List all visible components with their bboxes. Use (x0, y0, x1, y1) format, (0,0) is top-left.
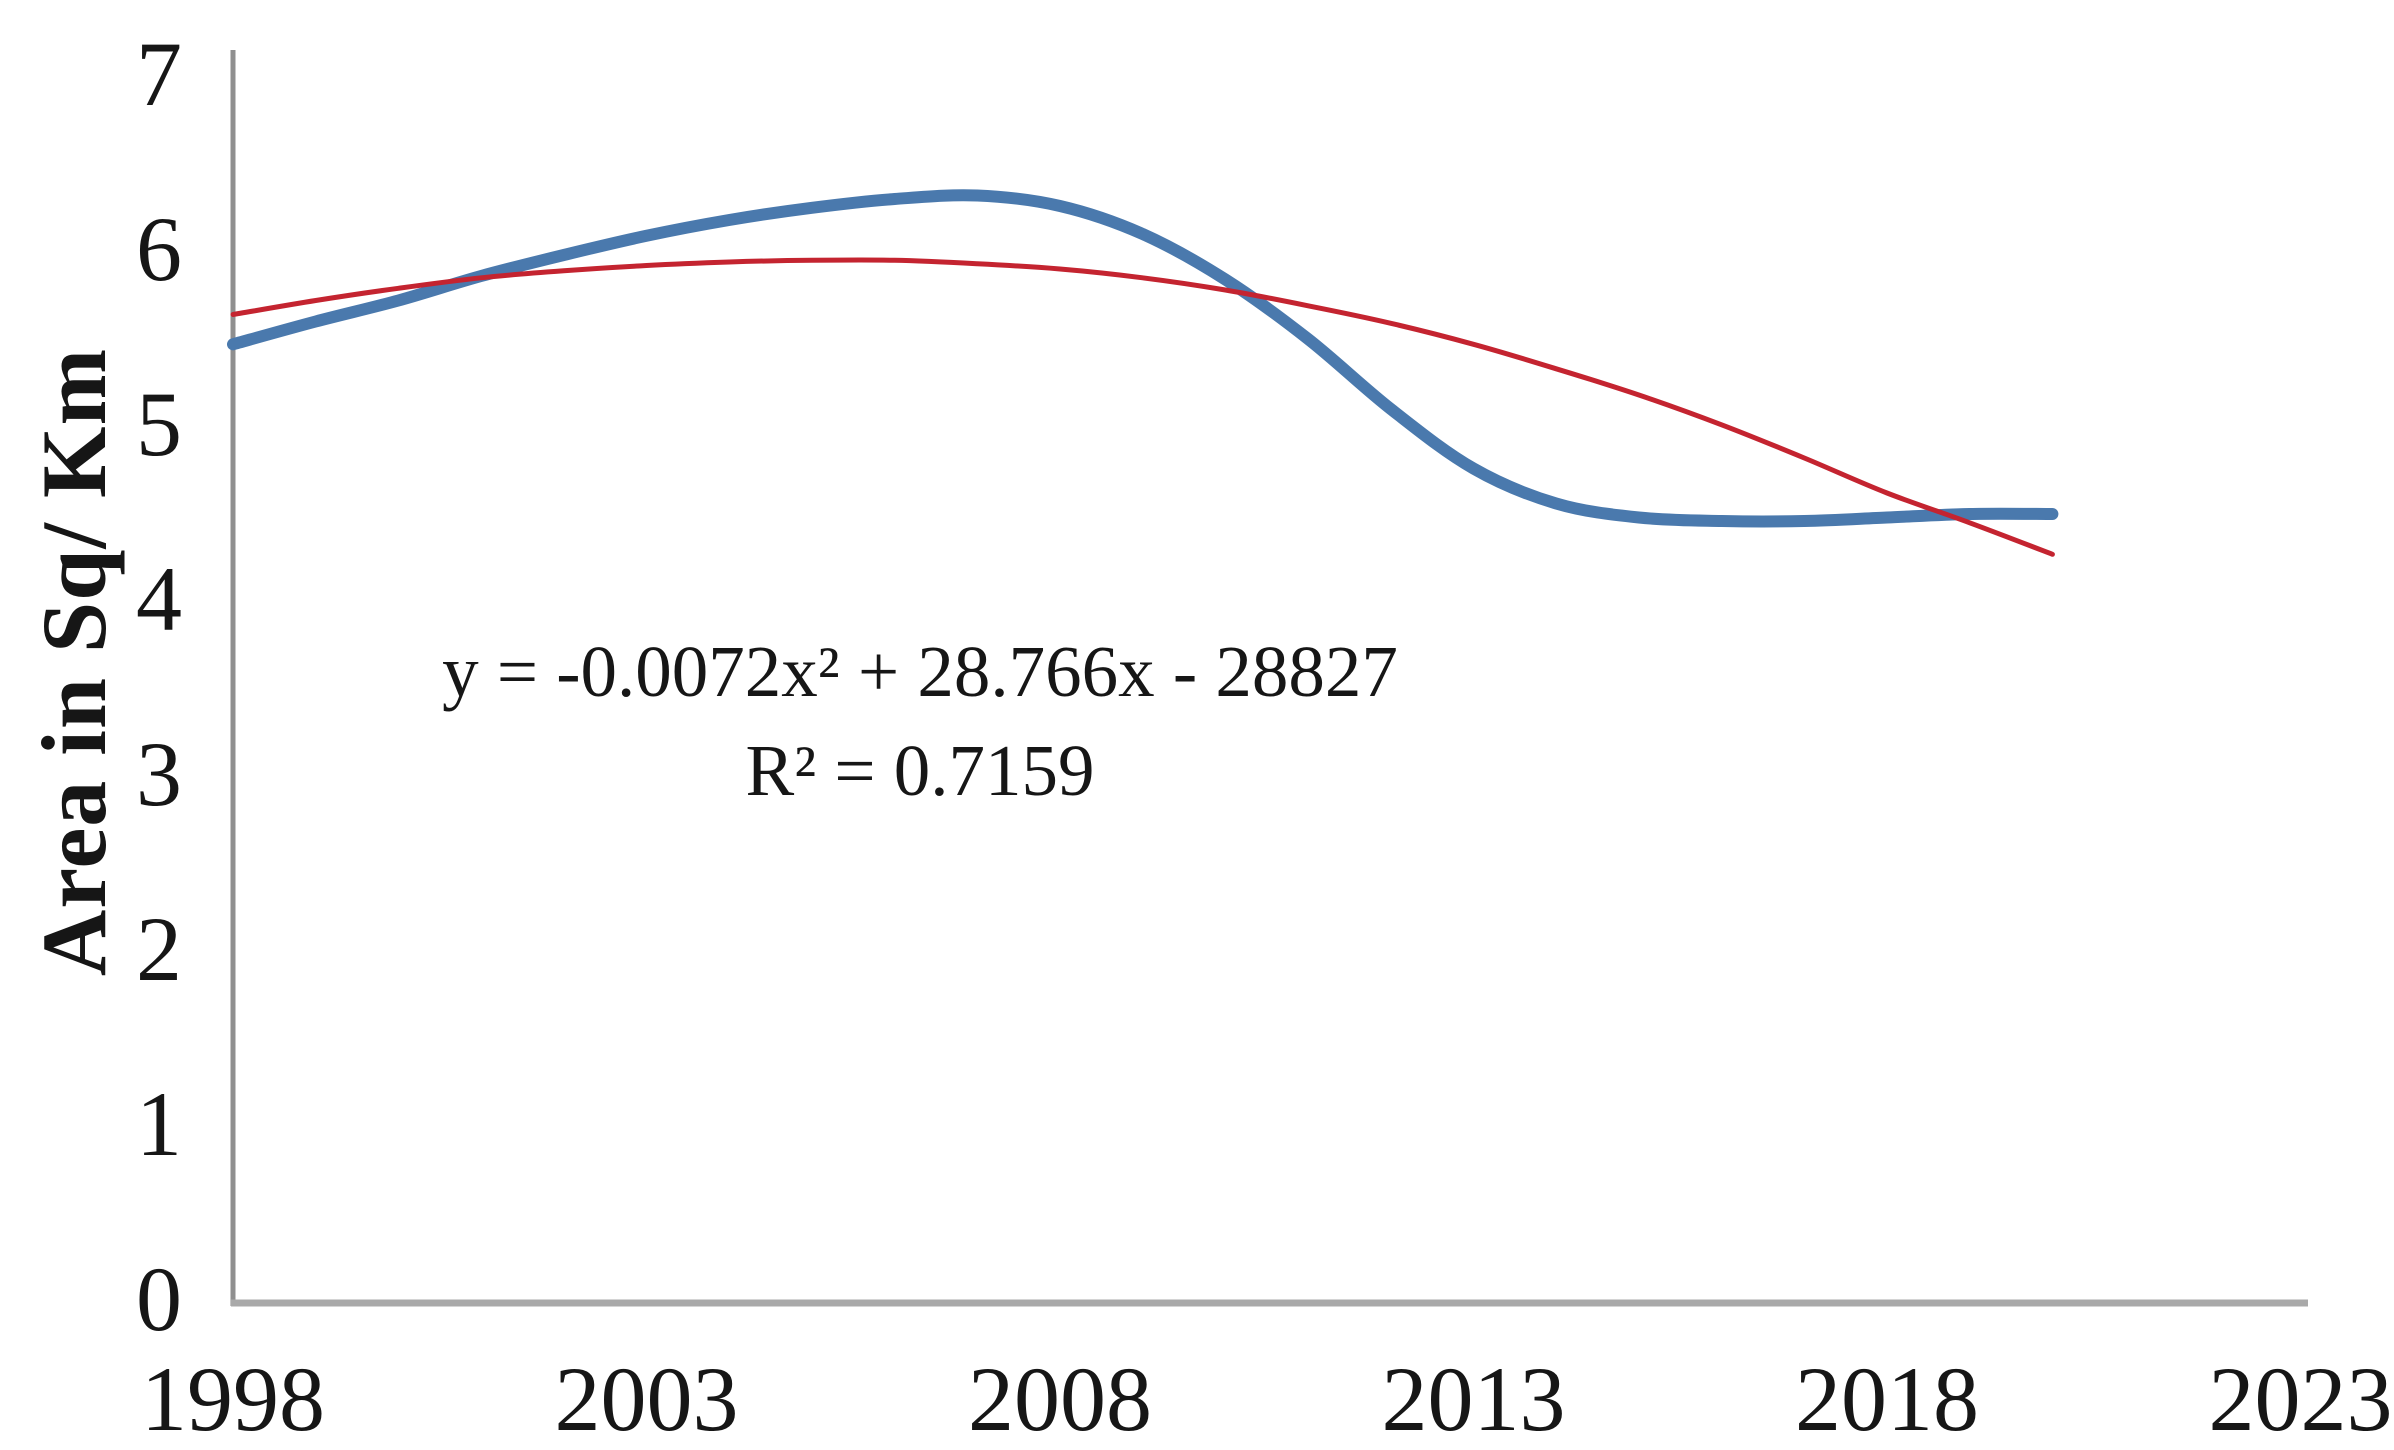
y-tick-label: 2 (136, 898, 182, 1000)
trendline-equation: y = -0.0072x² + 28.766x - 28827 (442, 631, 1398, 712)
y-tick-label: 7 (136, 23, 182, 125)
series-line-observed-area (227, 189, 2059, 528)
x-tick-label: 1998 (141, 1348, 325, 1450)
r-squared-label: R² = 0.7159 (745, 730, 1095, 811)
x-tick-label: 2023 (2209, 1348, 2393, 1450)
series-line-polynomial-trendline (230, 257, 2055, 557)
y-tick-label: 6 (136, 198, 182, 300)
trendline-annotation: y = -0.0072x² + 28.766x - 28827 R² = 0.7… (442, 622, 1398, 820)
y-tick-label: 1 (136, 1073, 182, 1175)
y-tick-label: 3 (136, 723, 182, 825)
x-tick-label: 2013 (1382, 1348, 1566, 1450)
y-tick-label: 0 (136, 1248, 182, 1350)
y-axis-title: Area in Sq/ Km (23, 347, 125, 977)
x-tick-label: 2003 (555, 1348, 739, 1450)
x-tick-label: 2018 (1795, 1348, 1979, 1450)
y-tick-label: 4 (136, 548, 182, 650)
y-tick-label: 5 (136, 373, 182, 475)
x-tick-label: 2008 (968, 1348, 1152, 1450)
